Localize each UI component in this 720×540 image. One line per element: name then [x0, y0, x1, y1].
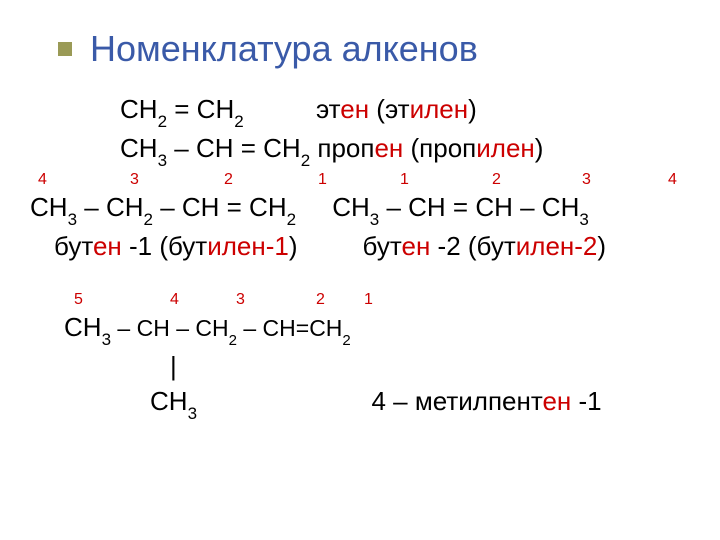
butenes-block: 4 3 2 1 1 2 3 4 СН3 – СН2 – СН = СН2 СН3… — [30, 172, 690, 264]
but1-n-r1: ен — [93, 231, 122, 261]
but2-n-r2: илен-2 — [516, 231, 598, 261]
mp-main: СН3 – СН – СН2 – СН=СН2 — [64, 310, 690, 349]
propene-name-pre: проп — [310, 133, 374, 163]
mp-s1: 3 — [102, 330, 111, 349]
mp-branch-f: СН — [150, 386, 188, 416]
sup-r4: 4 — [668, 172, 677, 188]
but1-n-pre: бут — [54, 231, 93, 261]
but1-s2: 2 — [144, 210, 153, 229]
but1-f3: – СН = СН — [153, 192, 287, 222]
propene-alt-red: илен — [476, 133, 535, 163]
ethene-f2: = СН — [167, 94, 234, 124]
line-propene: СН3 – СН = СН2 пропен (пропилен) — [120, 131, 690, 170]
ethene-s1: 2 — [158, 112, 167, 131]
but2-n-pre: бут — [363, 231, 402, 261]
line-ethene: СН2 = СН2 этен (этилен) — [120, 92, 690, 131]
butenes-formulas: СН3 – СН2 – СН = СН2 СН3 – СН = СН – СН3 — [30, 190, 690, 229]
mp-sup-row: 5 4 3 2 1 — [30, 292, 690, 310]
title-bullet — [58, 42, 72, 56]
methylpentene-block: 5 4 3 2 1 СН3 – СН – СН2 – СН=СН2 | СН3 … — [30, 292, 690, 423]
title-row: Номенклатура алкенов — [58, 28, 690, 70]
sup-r2: 2 — [492, 172, 501, 188]
but2-f2: – СН = СН – СН — [379, 192, 579, 222]
propene-s2: 2 — [301, 151, 310, 170]
but1-n-mid: -1 (бут — [122, 231, 207, 261]
but1-s1: 3 — [68, 210, 77, 229]
mp-sup3: 3 — [236, 292, 245, 308]
propene-name-red: ен — [374, 133, 403, 163]
butenes-names: бутен -1 (бутилен-1) бутен -2 (бутилен-2… — [54, 229, 690, 264]
slide-title: Номенклатура алкенов — [90, 28, 478, 70]
sup-l1: 1 — [318, 172, 327, 188]
sup-r1: 1 — [400, 172, 409, 188]
ethene-f1: СН — [120, 94, 158, 124]
propene-f2: – СН = СН — [167, 133, 301, 163]
ethene-name-pre: эт — [316, 94, 340, 124]
ethene-alt-close: ) — [468, 94, 477, 124]
mp-bond: | — [170, 349, 690, 384]
but1-f1: СН — [30, 192, 68, 222]
mp-name-post: -1 — [571, 386, 601, 416]
mp-s2: 2 — [229, 332, 237, 349]
but2-s1: 3 — [370, 210, 379, 229]
mp-branch-row: СН3 4 – метилпентен -1 — [150, 384, 690, 423]
mp-f1: СН — [64, 312, 102, 342]
mp-sup1: 1 — [364, 292, 373, 308]
mp-f2: – СН – СН — [111, 315, 229, 341]
mp-sup4: 4 — [170, 292, 179, 308]
sup-l3: 3 — [130, 172, 139, 188]
but2-n-r1: ен — [401, 231, 430, 261]
sup-l4: 4 — [38, 172, 47, 188]
but1-f2: – СН — [77, 192, 143, 222]
mp-f3: – СН=СН — [237, 315, 342, 341]
propene-s1: 3 — [158, 151, 167, 170]
but1-n-close: ) — [289, 231, 298, 261]
but1-n-r2: илен-1 — [207, 231, 289, 261]
butenes-sup-row: 4 3 2 1 1 2 3 4 — [30, 172, 690, 190]
mp-name-red: ен — [542, 386, 571, 416]
slide: Номенклатура алкенов СН2 = СН2 этен (эти… — [0, 0, 720, 443]
but2-f1: СН — [332, 192, 370, 222]
but2-n-mid: -2 (бут — [430, 231, 515, 261]
propene-f1: СН — [120, 133, 158, 163]
ethene-name-red: ен — [340, 94, 369, 124]
propene-alt-close: ) — [535, 133, 544, 163]
mp-sup5: 5 — [74, 292, 83, 308]
mp-sup2: 2 — [316, 292, 325, 308]
mp-s3: 2 — [342, 332, 350, 349]
mp-name-pre: 4 – метилпент — [372, 386, 543, 416]
sup-l2: 2 — [224, 172, 233, 188]
sup-r3: 3 — [582, 172, 591, 188]
ethene-alt-red: илен — [410, 94, 469, 124]
but2-s2: 3 — [579, 210, 588, 229]
but2-n-close: ) — [597, 231, 606, 261]
ethene-s2: 2 — [234, 112, 243, 131]
mp-bond-char: | — [170, 351, 177, 381]
but1-s3: 2 — [287, 210, 296, 229]
ethene-alt-open: (эт — [369, 94, 410, 124]
mp-branch-s: 3 — [188, 404, 197, 423]
propene-alt-open: (проп — [403, 133, 476, 163]
